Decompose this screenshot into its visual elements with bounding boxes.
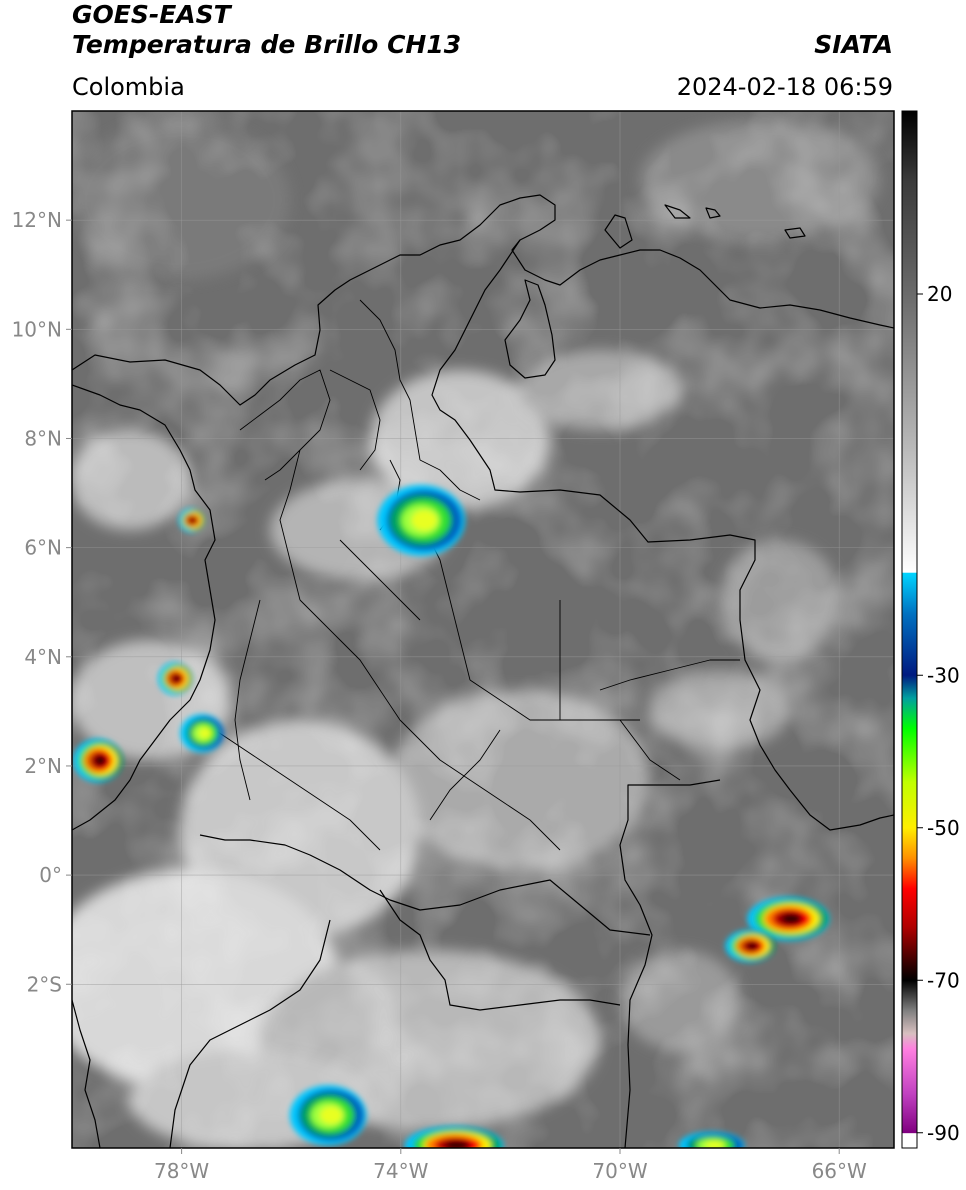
storm-peru-central-ring-7 <box>444 1140 470 1148</box>
island-4 <box>784 227 806 239</box>
colombia-peru-border <box>199 834 651 936</box>
department-borders <box>199 299 740 851</box>
storm-amazon-east-tail <box>725 929 776 963</box>
ecuador-peru-border <box>379 889 621 1011</box>
maracaibo-lake <box>504 279 556 379</box>
lon-tick-label-0: 78°W <box>154 1159 209 1183</box>
map-area <box>72 111 894 1148</box>
storm-amazon-east <box>747 896 830 941</box>
ecuador-coast <box>72 999 101 1148</box>
title-satellite: GOES-EAST <box>72 0 231 29</box>
map-frame <box>71 110 895 1149</box>
storm-choco-coast <box>179 508 205 533</box>
lat-tick-label-7: 2°S <box>27 972 62 996</box>
storm-antioquia <box>377 484 466 556</box>
lon-tick-label-1: 74°W <box>373 1159 428 1183</box>
island-2 <box>664 204 691 219</box>
colorbar-ticks: 20 -30 -50 -70 -90 <box>917 282 960 1145</box>
map-gridlines <box>72 111 894 1148</box>
storm-peru-north <box>289 1085 367 1146</box>
storm-pacific-south <box>73 738 123 783</box>
colorbar-tick-label-3: -70 <box>927 968 960 992</box>
colombia-venezuela-border <box>431 239 894 831</box>
storm-pacific-south-ring-7 <box>94 754 108 767</box>
colorbar-tick-label-0: 20 <box>927 282 952 306</box>
colorbar-tick-label-4: -90 <box>927 1121 960 1145</box>
lat-tick-label-2: 8°N <box>24 426 62 450</box>
cloud-texture <box>72 111 894 1148</box>
latitude-axis: 12°N 10°N 8°N 6°N 4°N 2°N 0° 2°S <box>12 208 72 996</box>
storm-pacific-north-ring-7 <box>173 674 182 683</box>
storm-amazon-south <box>678 1131 745 1148</box>
country-borders <box>72 194 894 1148</box>
longitude-axis: 78°W 74°W 70°W 66°W <box>154 1148 867 1183</box>
lat-tick-label-3: 6°N <box>24 536 62 560</box>
storm-choco-coast-ring-7 <box>190 517 198 524</box>
region-label: Colombia <box>72 73 185 101</box>
colorbar-tick-label-2: -50 <box>927 816 960 840</box>
agency-label: SIATA <box>814 30 893 59</box>
timestamp-label: 2024-02-18 06:59 <box>676 73 893 101</box>
colorbar-gradient <box>901 110 918 1149</box>
storm-amazon-south-ring-5 <box>705 1141 725 1148</box>
storm-peru-north-ring-5 <box>319 1106 343 1125</box>
storm-pacific-north <box>158 662 193 695</box>
storm-pacific-mid-ring-5 <box>198 727 212 739</box>
caribbean-coastline <box>72 194 894 406</box>
storm-peru-central <box>404 1126 504 1148</box>
storm-pacific-mid <box>180 714 224 753</box>
storm-amazon-east-tail-ring-7 <box>746 941 760 951</box>
island-1 <box>604 214 633 249</box>
colombia-brazil-border <box>619 779 721 1148</box>
lat-tick-label-1: 10°N <box>12 317 62 341</box>
lon-tick-label-3: 66°W <box>812 1159 867 1183</box>
title-product: Temperatura de Brillo CH13 <box>72 30 462 59</box>
island-3 <box>705 207 721 219</box>
lat-tick-label-5: 2°N <box>24 754 62 778</box>
storm-antioquia-ring-5 <box>411 509 438 531</box>
convective-storms <box>73 484 830 1148</box>
pacific-coastline <box>72 384 216 831</box>
storm-amazon-east-ring-7 <box>780 913 802 925</box>
lat-tick-label-4: 4°N <box>24 645 62 669</box>
lat-tick-label-0: 12°N <box>12 208 62 232</box>
peru-inner-border <box>169 919 331 1148</box>
colorbar-tick-label-1: -30 <box>927 663 960 687</box>
colorbar: 20 -30 -50 -70 -90 <box>901 110 960 1149</box>
lon-tick-label-2: 70°W <box>592 1159 647 1183</box>
lat-tick-label-6: 0° <box>39 863 62 887</box>
